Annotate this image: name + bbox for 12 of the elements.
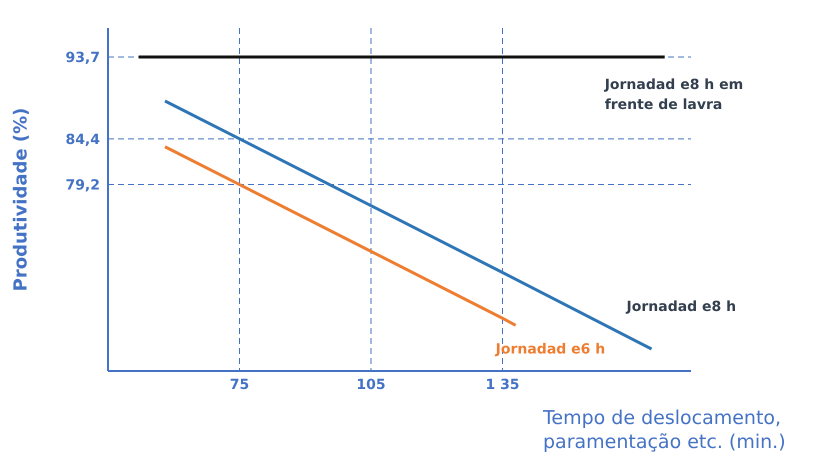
x-tick-label: 75: [230, 376, 250, 393]
y-tick-label: 84,4: [65, 132, 100, 148]
y-tick-label: 93,7: [65, 50, 100, 66]
x-axis-title: Tempo de deslocamento, paramentação etc. (min.): [543, 406, 787, 454]
x-tick-label: 1 35: [485, 376, 520, 393]
series-label: Jornadad e8 h em frente de lavra: [604, 77, 744, 114]
line-series: [163, 145, 518, 327]
x-tick-label: 105: [356, 376, 386, 393]
y-tick-label: 79,2: [65, 178, 100, 194]
series-label: Jornadad e6 h: [494, 341, 606, 358]
series-label: Jornadad e8 h: [626, 299, 736, 316]
y-axis-title: Produtividade (%): [10, 108, 32, 292]
